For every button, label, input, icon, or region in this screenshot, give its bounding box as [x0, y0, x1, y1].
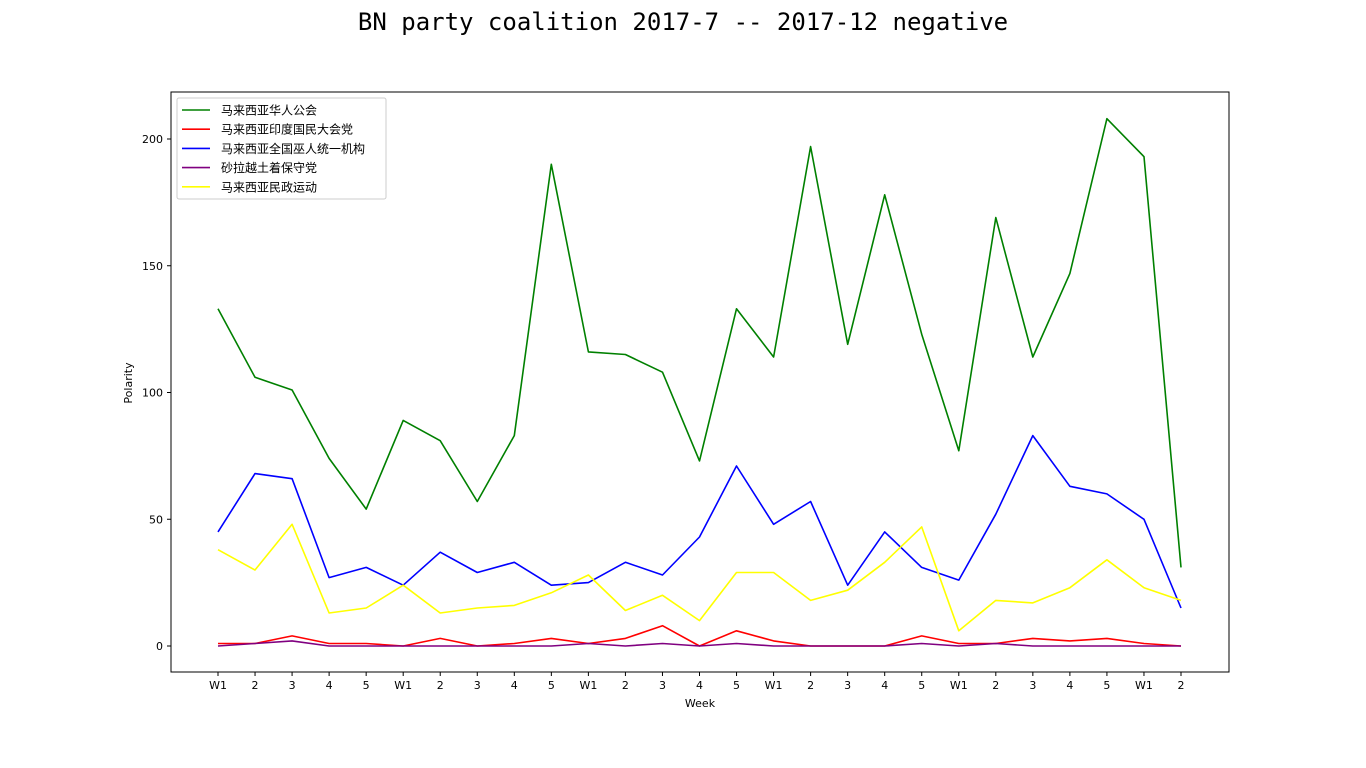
x-tick-label: W1 [579, 679, 597, 692]
x-tick-label: W1 [765, 679, 783, 692]
x-tick-label: 2 [437, 679, 444, 692]
series-line-2 [217, 434, 1182, 609]
x-tick-label: W1 [209, 679, 227, 692]
x-tick-label: 2 [807, 679, 814, 692]
x-tick-label: 3 [844, 679, 851, 692]
x-tick-label: 3 [1029, 679, 1036, 692]
x-tick-label: 4 [696, 679, 703, 692]
legend-label: 砂拉越土着保守党 [221, 160, 317, 175]
legend-label: 马来西亚全国巫人统一机构 [221, 141, 365, 156]
x-tick-label: 2 [622, 679, 629, 692]
y-tick-label: 50 [149, 513, 163, 526]
x-tick-label: 2 [252, 679, 259, 692]
series-line-3 [217, 640, 1181, 647]
x-tick-label: 5 [548, 679, 555, 692]
series-line-4 [217, 523, 1182, 632]
x-tick-label: 5 [1103, 679, 1110, 692]
x-axis-label: Week [685, 697, 716, 710]
series-lines [217, 117, 1182, 647]
series-line-0 [217, 117, 1182, 568]
x-tick-label: 4 [1066, 679, 1073, 692]
x-tick-label: W1 [1135, 679, 1153, 692]
x-tick-label: 2 [992, 679, 999, 692]
y-tick-label: 0 [156, 640, 163, 653]
series-line-1 [218, 624, 1182, 647]
x-tick-label: W1 [394, 679, 412, 692]
y-tick-label: 200 [142, 133, 163, 146]
x-tick-label: 3 [659, 679, 666, 692]
legend-label: 马来西亚印度国民大会党 [221, 122, 353, 137]
x-tick-label: 2 [1178, 679, 1185, 692]
x-tick-label: 5 [918, 679, 925, 692]
x-tick-label: 5 [733, 679, 740, 692]
x-tick-label: 3 [289, 679, 296, 692]
chart-title: BN party coalition 2017-7 -- 2017-12 neg… [357, 8, 1009, 36]
x-tick-label: 4 [511, 679, 518, 692]
legend-label: 马来西亚民政运动 [221, 180, 317, 194]
legend-label: 马来西亚华人公会 [221, 104, 317, 118]
x-tick-label: W1 [950, 679, 968, 692]
legend-box [176, 97, 387, 200]
x-tick-label: 4 [326, 679, 333, 692]
x-tick-label: 4 [881, 679, 888, 692]
y-tick-label: 100 [142, 387, 163, 400]
x-tick-label: 3 [474, 679, 481, 692]
x-tick-label: 5 [363, 679, 370, 692]
legend: 马来西亚华人公会马来西亚印度国民大会党马来西亚全国巫人统一机构砂拉越土着保守党马… [176, 97, 387, 200]
y-axis-label: Polarity [122, 362, 135, 404]
y-tick-label: 150 [142, 260, 163, 273]
axis-ticks: W1 2 3 4 5 W1 2 3 4 5 W1 2 3 4 5 W1 2 3 4 5 W1 2 3 4 5 W1 2 0 50 100 1… [142, 133, 1185, 692]
